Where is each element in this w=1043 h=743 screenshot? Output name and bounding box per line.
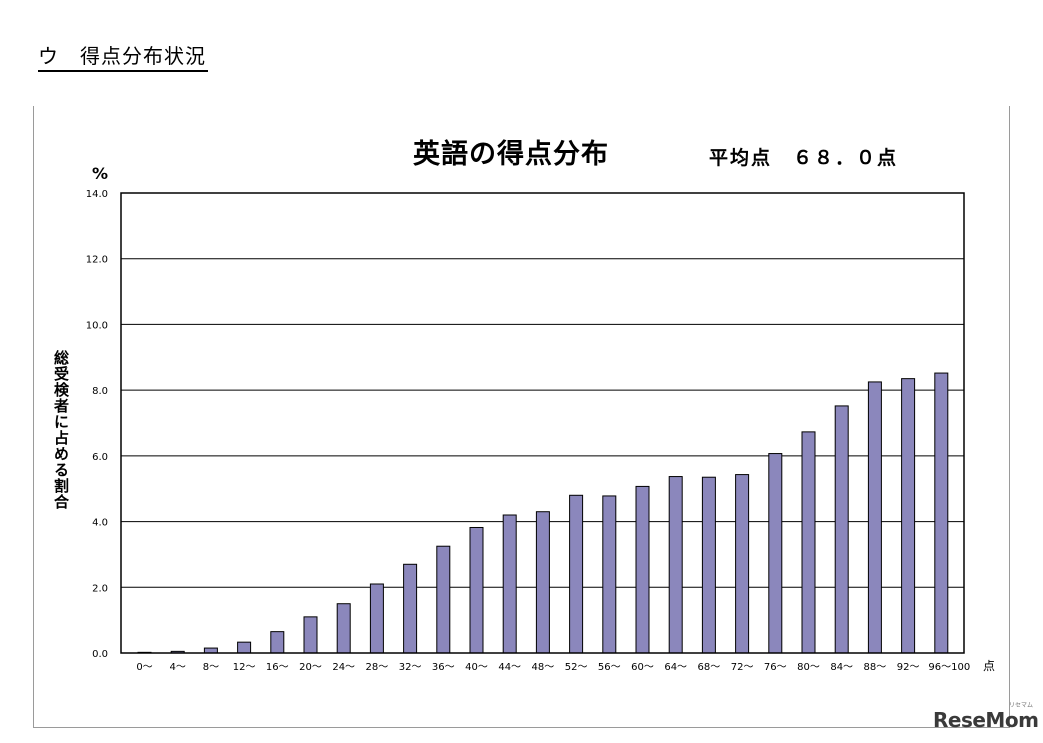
bar	[502, 514, 517, 654]
x-tick-label: 32～	[399, 662, 422, 673]
x-tick-label: 0～	[136, 662, 152, 673]
x-tick-label: 16～	[266, 662, 289, 673]
y-tick-label: 0.0	[92, 649, 108, 660]
x-unit-label: 点	[983, 659, 995, 673]
chart-frame	[33, 106, 1010, 728]
bar	[668, 476, 683, 654]
bar	[867, 381, 882, 654]
y-tick-label: 8.0	[92, 386, 108, 397]
average-score-label: 平均点 ６８．０点	[709, 147, 899, 169]
chart-title: 英語の得点分布	[413, 139, 609, 170]
bar	[469, 526, 484, 654]
y-axis-label: 総受検者に占める割合	[52, 350, 70, 510]
x-tick-label: 48～	[532, 662, 555, 673]
x-tick-label: 28～	[366, 662, 389, 673]
bar	[801, 431, 816, 654]
plot-area	[120, 192, 965, 654]
bar	[270, 631, 285, 654]
x-tick-label: 96～100	[928, 662, 970, 673]
x-tick-label: 12～	[233, 662, 256, 673]
bar	[602, 495, 617, 654]
section-heading: ウ 得点分布状況	[38, 44, 208, 72]
x-tick-label: 88～	[864, 662, 887, 673]
bar	[403, 563, 418, 654]
bar	[635, 485, 650, 654]
bars	[137, 372, 949, 654]
x-tick-label: 24～	[332, 662, 355, 673]
resemom-logo-kana: リセマム	[1009, 702, 1034, 709]
bar	[834, 405, 849, 654]
x-tick-label: 4～	[170, 662, 186, 673]
y-unit-label: %	[92, 164, 109, 183]
x-tick-label: 84～	[830, 662, 853, 673]
bar	[569, 494, 584, 654]
y-tick-label: 2.0	[92, 583, 108, 594]
y-tick-label: 10.0	[86, 320, 108, 331]
x-tick-label: 40～	[465, 662, 488, 673]
x-tick-label: 68～	[698, 662, 721, 673]
bar	[369, 583, 384, 654]
y-tick-labels: 0.0 2.0 4.0 6.0 8.0 10.0 12.0 14.0	[86, 189, 108, 660]
x-tick-label: 44～	[498, 662, 521, 673]
x-tick-label: 36～	[432, 662, 455, 673]
bar	[901, 378, 916, 654]
y-tick-label: 12.0	[86, 255, 108, 266]
x-tick-label: 20～	[299, 662, 322, 673]
y-tick-label: 6.0	[92, 452, 108, 463]
resemom-logo: ReseMom	[933, 708, 1039, 732]
bar	[701, 476, 716, 654]
x-tick-label: 80～	[797, 662, 820, 673]
x-tick-label: 52～	[565, 662, 588, 673]
x-tick-label: 60～	[631, 662, 654, 673]
bar	[535, 511, 550, 654]
x-tick-label: 76～	[764, 662, 787, 673]
x-tick-label: 56～	[598, 662, 621, 673]
x-tick-label: 8～	[203, 662, 219, 673]
x-tick-labels: 0～ 4～ 8～ 12～ 16～ 20～ 24～ 28～ 32～ 36～ 40～ 44～ 48～ 52～ 5…	[136, 662, 970, 673]
bar	[735, 474, 750, 654]
x-tick-label: 72～	[731, 662, 754, 673]
x-tick-label: 64～	[664, 662, 687, 673]
y-tick-label: 14.0	[86, 189, 108, 200]
bar	[237, 641, 252, 654]
bar	[934, 372, 949, 654]
bar	[768, 453, 783, 654]
bar	[303, 616, 318, 654]
y-tick-label: 4.0	[92, 518, 108, 529]
bar	[436, 545, 451, 654]
bar	[336, 603, 351, 654]
x-tick-label: 92～	[897, 662, 920, 673]
